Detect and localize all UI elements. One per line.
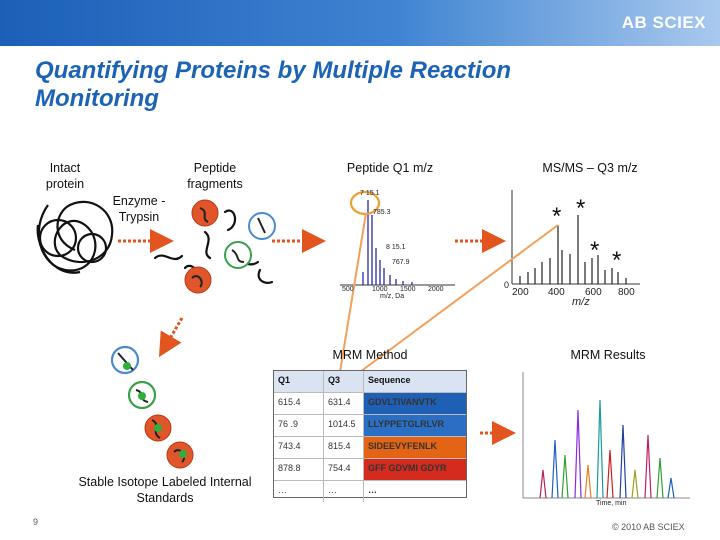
label-peptide-q1: Peptide Q1 m/z	[346, 161, 434, 175]
q3-cell: 815.4	[324, 437, 364, 458]
q3-cell: 631.4	[324, 393, 364, 414]
table-row: 615.4 631.4 GDVLTIVANVTK	[274, 393, 466, 415]
q1-x-tick: 2000	[428, 286, 444, 293]
copyright: © 2010 AB SCIEX	[612, 522, 685, 532]
table-row: 743.4 815.4 SIDEEVYFENLK	[274, 437, 466, 459]
q1-x-tick: 1000	[372, 286, 388, 293]
time-axis-label: Time, min	[596, 500, 627, 507]
label-mrm-results: MRM Results	[570, 348, 646, 362]
q3-y-origin: 0	[504, 280, 510, 290]
internal-standards	[110, 345, 194, 469]
q3-star-marker: *	[612, 247, 622, 274]
q3-x-tick: 800	[618, 287, 635, 298]
label-intact-protein: Intact protein	[45, 161, 85, 191]
q3-cell: …	[324, 481, 364, 502]
q3-x-tick: 200	[512, 287, 529, 298]
table-header-row: Q1 Q3 Sequence	[274, 371, 466, 393]
sequence-cell: …	[368, 485, 377, 495]
mrm-results-chart	[522, 372, 690, 499]
sequence-cell: GDVLTIVANVTK	[364, 393, 466, 414]
q1-cell: …	[274, 481, 324, 502]
q3-star-marker: *	[576, 195, 586, 222]
table-header: Sequence	[364, 371, 466, 392]
q1-cell: 743.4	[274, 437, 324, 458]
slide-title: Quantifying Proteins by Multiple Reactio…	[35, 57, 512, 112]
q3-star-marker: *	[590, 237, 600, 264]
q1-xlabel: m/z, Da	[380, 293, 405, 300]
q3-cell: 754.4	[324, 459, 364, 480]
sequence-cell: GFF GDVMI GDYR	[364, 459, 466, 480]
q1-x-tick: 500	[342, 286, 354, 293]
trypsin-enzymes	[184, 199, 276, 294]
q3-x-tick: 400	[548, 287, 565, 298]
label-enzyme: Enzyme - Trypsin	[112, 194, 166, 224]
table-row: 76 .9 1014.5 LLYPPETGLRLVR	[274, 415, 466, 437]
q1-peak-label: 8 15.1	[386, 244, 406, 251]
intact-protein-shape	[36, 200, 114, 274]
q1-peak-label: 767.9	[392, 259, 410, 266]
table-header: Q1	[274, 371, 324, 392]
label-peptide-fragments: Peptide fragments	[187, 161, 243, 191]
sequence-cell: SIDEEVYFENLK	[364, 437, 466, 458]
table-row: … … …	[274, 481, 466, 502]
logo: AB SCIEX	[621, 13, 706, 32]
q3-xlabel: m/z	[572, 296, 590, 308]
q1-peak-label: 7 15.1	[360, 190, 380, 197]
label-mrm-method: MRM Method	[332, 348, 408, 362]
table-row: 878.8 754.4 GFF GDVMI GDYR	[274, 459, 466, 481]
page-number: 9	[33, 517, 39, 527]
q1-cell: 878.8	[274, 459, 324, 480]
process-arrows	[118, 229, 516, 445]
connector-lines	[339, 212, 559, 373]
sequence-cell: LLYPPETGLRLVR	[364, 415, 466, 436]
q3-spectrum	[511, 190, 640, 285]
q3-cell: 1014.5	[324, 415, 364, 436]
q1-cell: 76 .9	[274, 415, 324, 436]
q1-peak-label: 785.3	[373, 209, 391, 216]
table-header: Q3	[324, 371, 364, 392]
header-bar: AB SCIEX	[0, 0, 720, 46]
label-stable-isotope: Stable Isotope Labeled Internal Standard…	[78, 475, 252, 505]
q3-star-marker: *	[552, 203, 562, 230]
q1-cell: 615.4	[274, 393, 324, 414]
q3-x-tick: 600	[585, 287, 602, 298]
label-msms-q3: MS/MS – Q3 m/z	[542, 161, 638, 175]
q1-x-tick: 1500	[400, 286, 416, 293]
mrm-method-table: Q1 Q3 Sequence 615.4 631.4 GDVLTIVANVTK …	[273, 370, 467, 502]
